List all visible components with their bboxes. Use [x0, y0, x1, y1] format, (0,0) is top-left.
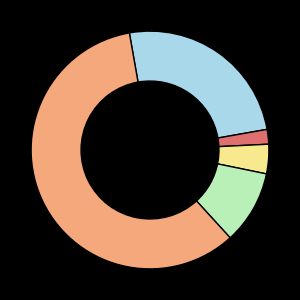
- Wedge shape: [218, 144, 269, 174]
- Wedge shape: [129, 31, 267, 138]
- Wedge shape: [218, 129, 269, 147]
- Wedge shape: [196, 164, 266, 238]
- Wedge shape: [31, 33, 230, 269]
